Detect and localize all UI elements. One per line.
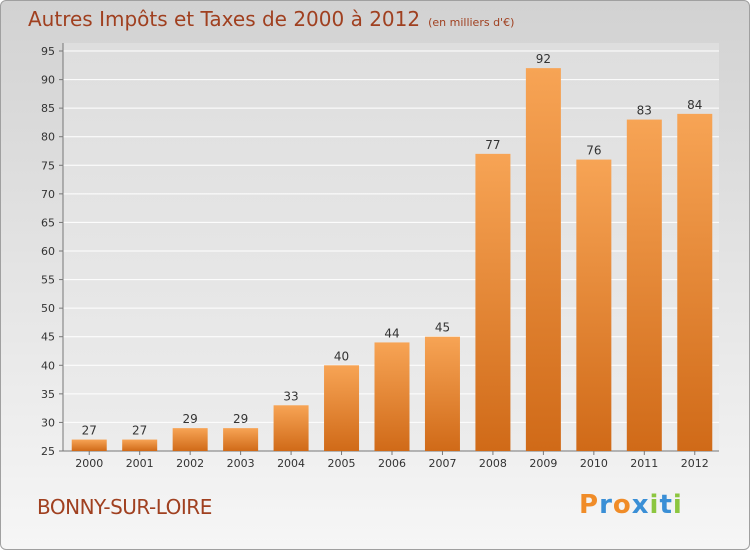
x-tick-label: 2011 bbox=[630, 457, 658, 470]
logo-letter: i bbox=[649, 490, 660, 520]
y-tick-label: 85 bbox=[41, 102, 55, 115]
bar bbox=[71, 439, 107, 451]
x-tick-label: 2001 bbox=[126, 457, 154, 470]
bar-value-label: 77 bbox=[485, 138, 500, 152]
bar bbox=[122, 439, 158, 451]
bar bbox=[172, 428, 208, 451]
logo-letter: x bbox=[631, 490, 650, 520]
bar bbox=[273, 405, 309, 451]
bar-value-label: 33 bbox=[283, 389, 298, 403]
x-tick-label: 2004 bbox=[277, 457, 305, 470]
bar bbox=[223, 428, 259, 451]
y-tick-label: 30 bbox=[41, 416, 55, 429]
bar bbox=[576, 159, 612, 452]
x-tick-label: 2006 bbox=[378, 457, 406, 470]
chart-unit-subtitle: (en milliers d'€) bbox=[428, 16, 515, 29]
x-tick-label: 2009 bbox=[529, 457, 557, 470]
bar-value-label: 29 bbox=[183, 412, 198, 426]
x-tick-label: 2012 bbox=[681, 457, 709, 470]
bar-value-label: 76 bbox=[586, 144, 601, 158]
bar-value-label: 27 bbox=[82, 424, 97, 438]
y-tick-label: 65 bbox=[41, 216, 55, 229]
logo-letter: P bbox=[579, 490, 600, 520]
bar-value-label: 45 bbox=[435, 321, 450, 335]
y-tick-label: 50 bbox=[41, 302, 55, 315]
chart-title: Autres Impôts et Taxes de 2000 à 2012 (en… bbox=[28, 7, 514, 31]
y-tick-label: 25 bbox=[41, 445, 55, 458]
y-tick-label: 95 bbox=[41, 45, 55, 58]
bar bbox=[525, 68, 561, 452]
x-tick-label: 2010 bbox=[580, 457, 608, 470]
x-tick-label: 2008 bbox=[479, 457, 507, 470]
bar bbox=[475, 153, 511, 451]
y-tick-label: 35 bbox=[41, 388, 55, 401]
bar bbox=[324, 365, 360, 451]
y-tick-label: 55 bbox=[41, 274, 55, 287]
chart-title-text: Autres Impôts et Taxes de 2000 à 2012 bbox=[28, 7, 421, 31]
y-tick-label: 75 bbox=[41, 159, 55, 172]
x-tick-label: 2000 bbox=[75, 457, 103, 470]
logo-letter: r bbox=[599, 490, 613, 520]
x-tick-label: 2002 bbox=[176, 457, 204, 470]
y-tick-label: 90 bbox=[41, 74, 55, 87]
y-tick-label: 40 bbox=[41, 359, 55, 372]
x-tick-label: 2005 bbox=[328, 457, 356, 470]
location-name: BONNY-SUR-LOIRE bbox=[37, 495, 212, 519]
logo-letter: t bbox=[659, 490, 673, 520]
y-tick-label: 70 bbox=[41, 188, 55, 201]
bar-value-label: 92 bbox=[536, 52, 551, 66]
bar-value-label: 40 bbox=[334, 349, 349, 363]
logo-letter: i bbox=[672, 490, 683, 520]
y-tick-label: 45 bbox=[41, 331, 55, 344]
bar bbox=[374, 342, 410, 451]
x-tick-label: 2007 bbox=[428, 457, 456, 470]
bar-value-label: 29 bbox=[233, 412, 248, 426]
bar-value-label: 27 bbox=[132, 424, 147, 438]
bar-value-label: 44 bbox=[384, 326, 399, 340]
bar-value-label: 84 bbox=[687, 98, 702, 112]
bar-value-label: 83 bbox=[637, 104, 652, 118]
proxiti-logo: Proxiti bbox=[579, 490, 683, 520]
bar bbox=[677, 113, 713, 451]
bar bbox=[424, 336, 460, 451]
logo-letter: o bbox=[612, 490, 632, 520]
bar bbox=[626, 119, 662, 452]
x-tick-label: 2003 bbox=[227, 457, 255, 470]
y-tick-label: 80 bbox=[41, 131, 55, 144]
y-tick-label: 60 bbox=[41, 245, 55, 258]
